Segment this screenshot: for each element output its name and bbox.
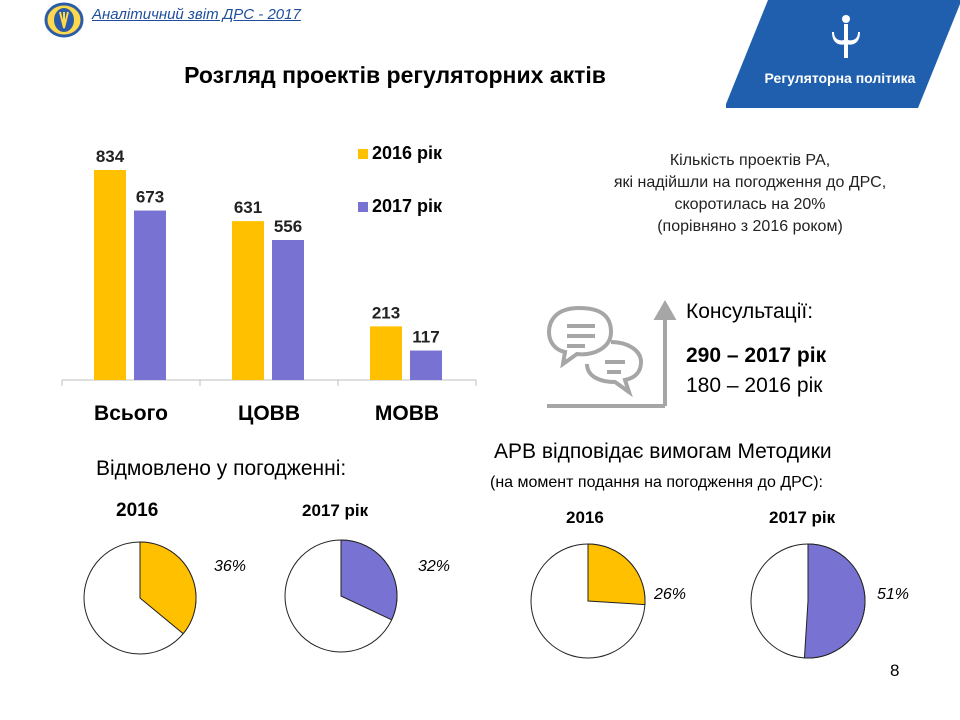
chat-growth-icon xyxy=(546,299,677,408)
pie-refused-2017-value-slice xyxy=(340,539,398,621)
consultations-title: Консультації: xyxy=(686,300,814,323)
page-title: Розгляд проектів регуляторних актів xyxy=(184,62,606,88)
trident-emblem-icon xyxy=(832,15,860,58)
info-line-2: які надійшли на погодження до ДРС, xyxy=(613,174,887,191)
bar-МОВВ-0 xyxy=(370,326,402,380)
category-label: Всього xyxy=(94,402,168,425)
info-text: Кількість проектів РА, які надійшли на п… xyxy=(540,150,960,238)
bar-Всього-0 xyxy=(94,170,126,380)
data-label: 117 xyxy=(412,328,439,347)
legend-label-2016: 2016 рік xyxy=(372,143,443,163)
bar-ЦОВВ-1 xyxy=(272,240,304,380)
report-link[interactable]: Аналітичний звіт ДРС - 2017 xyxy=(92,6,301,23)
brand-banner xyxy=(726,0,960,108)
data-label: 673 xyxy=(136,188,164,207)
info-line-3: скоротилась на 20% xyxy=(674,196,826,213)
consultations-2016: 180 – 2016 рік xyxy=(686,374,823,397)
pie-pct-refused-2016: 36% xyxy=(214,558,247,575)
data-label: 213 xyxy=(372,303,400,322)
pie-pct-arv-2017: 51% xyxy=(877,586,910,603)
refused-title: Відмовлено у погодженні: xyxy=(96,457,347,480)
category-label: ЦОВВ xyxy=(238,402,300,425)
pie-year-arv-2016: 2016 xyxy=(566,508,604,527)
pie-year-refused-2017: 2017 рік xyxy=(302,501,369,520)
category-label: МОВВ xyxy=(375,402,439,425)
bar-ЦОВВ-0 xyxy=(232,221,264,380)
drs-logo-icon xyxy=(44,2,84,38)
info-line-4: (порівняно з 2016 роком) xyxy=(657,218,843,235)
pie-refused-2016-value-slice xyxy=(139,541,197,635)
data-label: 834 xyxy=(96,147,125,166)
bar-МОВВ-1 xyxy=(410,350,442,380)
legend-swatch-2016 xyxy=(358,149,368,160)
pie-year-arv-2017: 2017 рік xyxy=(769,508,836,527)
legend-2017: 2017 рік xyxy=(358,196,442,217)
bar-Всього-1 xyxy=(134,210,166,380)
pie-arv-2016-value-slice xyxy=(587,543,646,606)
pie-year-refused-2016: 2016 xyxy=(116,500,159,521)
arv-subtitle: (на момент подання на погодження до ДРС)… xyxy=(490,474,823,491)
pie-pct-arv-2016: 26% xyxy=(654,586,687,603)
pie-arv-2017-value-slice xyxy=(803,543,866,659)
page-number: 8 xyxy=(890,661,900,680)
arv-title: АРВ відповідає вимогам Методики xyxy=(494,440,832,463)
data-label: 631 xyxy=(234,198,262,217)
consultations-2017: 290 – 2017 рік xyxy=(686,344,827,367)
brand-text: Регуляторна політика xyxy=(764,70,916,86)
legend-2016: 2016 рік xyxy=(358,143,442,164)
pie-pct-refused-2017: 32% xyxy=(418,558,451,575)
legend-swatch-2017 xyxy=(358,202,368,213)
legend-label-2017: 2017 рік xyxy=(372,196,443,216)
data-label: 556 xyxy=(274,217,302,236)
info-line-1: Кількість проектів РА, xyxy=(669,152,831,169)
